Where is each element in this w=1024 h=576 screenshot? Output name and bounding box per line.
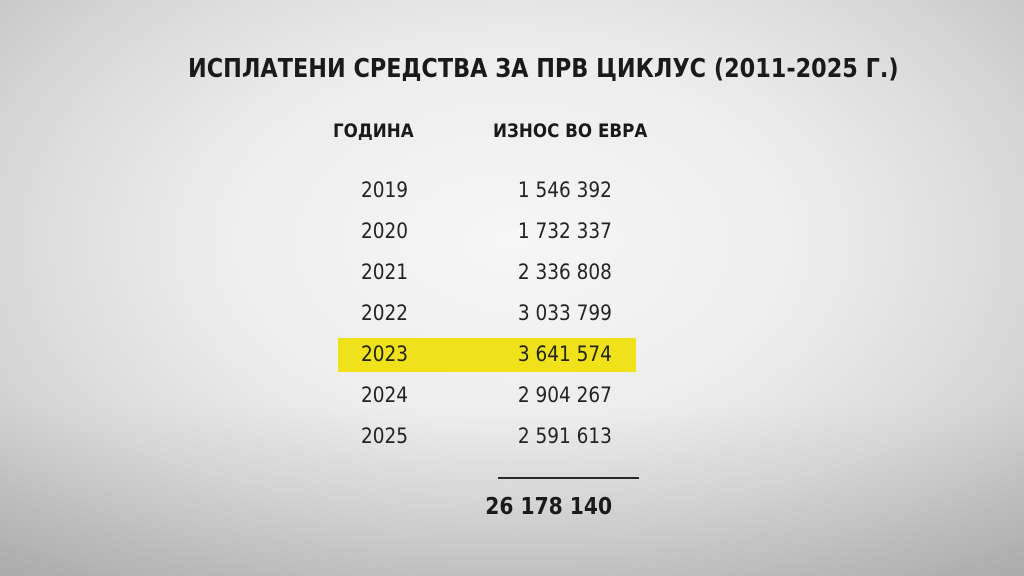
row-year: 2025 bbox=[361, 424, 409, 448]
row-year: 2019 bbox=[361, 178, 409, 202]
table-row: 2021 2 336 808 bbox=[0, 256, 1024, 290]
row-amount: 3 033 799 bbox=[517, 301, 612, 325]
column-header-amount: ИЗНОС ВО ЕВРА bbox=[493, 120, 648, 142]
table-row-highlighted: 2023 3 641 574 bbox=[0, 338, 1024, 372]
table-row: 2022 3 033 799 bbox=[0, 297, 1024, 331]
total-amount: 26 178 140 bbox=[485, 494, 612, 520]
table-row: 2024 2 904 267 bbox=[0, 379, 1024, 413]
row-amount: 1 732 337 bbox=[517, 219, 612, 243]
row-year: 2020 bbox=[361, 219, 409, 243]
row-year: 2023 bbox=[361, 342, 409, 366]
highlight-bar bbox=[338, 338, 636, 372]
row-amount: 2 336 808 bbox=[517, 260, 612, 284]
row-amount: 2 591 613 bbox=[517, 424, 612, 448]
page-title: ИСПЛАТЕНИ СРЕДСТВА ЗА ПРВ ЦИКЛУС (2011-2… bbox=[188, 54, 899, 84]
row-amount: 2 904 267 bbox=[517, 383, 612, 407]
table-row: 2020 1 732 337 bbox=[0, 215, 1024, 249]
row-amount: 3 641 574 bbox=[517, 342, 612, 366]
total-divider bbox=[498, 477, 639, 479]
table-row: 2019 1 546 392 bbox=[0, 174, 1024, 208]
row-year: 2022 bbox=[361, 301, 409, 325]
table-row: 2025 2 591 613 bbox=[0, 420, 1024, 454]
row-amount: 1 546 392 bbox=[517, 178, 612, 202]
row-year: 2021 bbox=[361, 260, 409, 284]
column-header-year: ГОДИНА bbox=[333, 120, 414, 142]
row-year: 2024 bbox=[361, 383, 409, 407]
